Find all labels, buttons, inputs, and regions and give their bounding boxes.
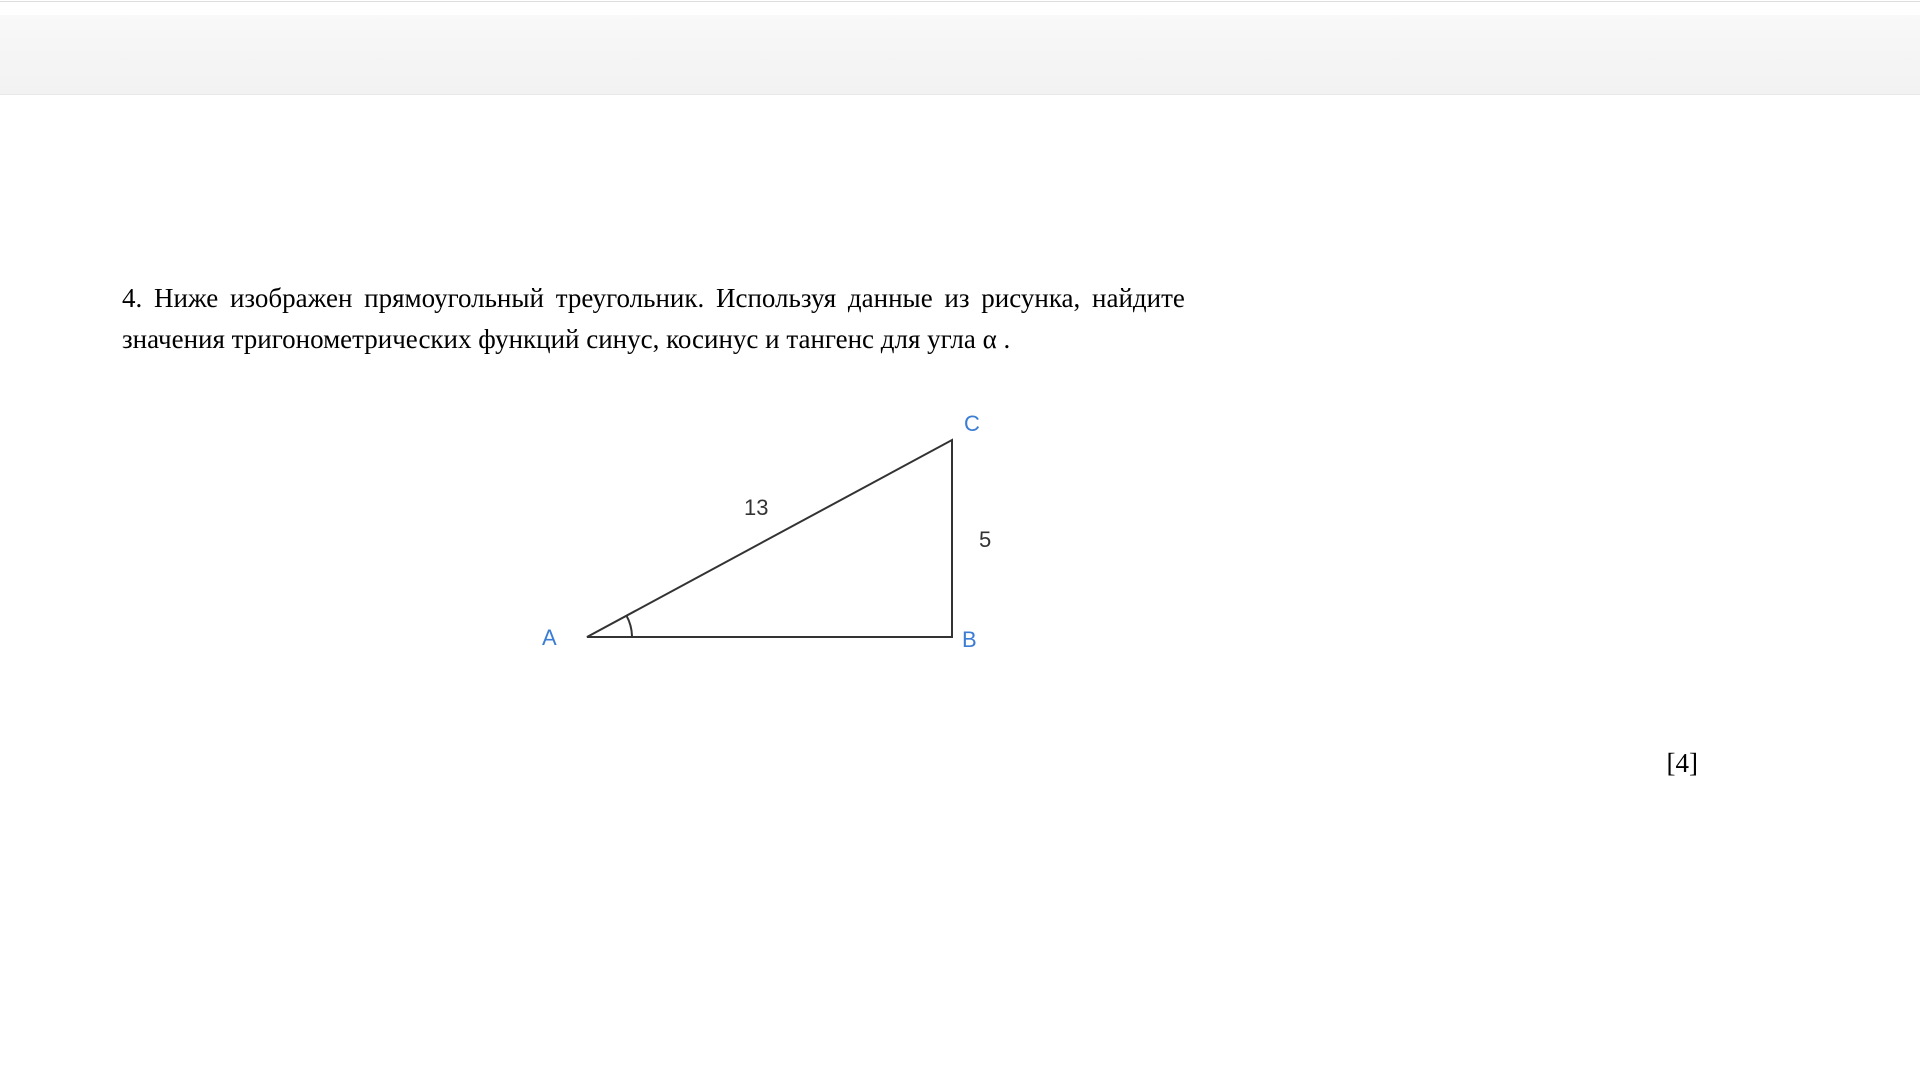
header-band xyxy=(0,15,1920,95)
vertex-c-label: C xyxy=(964,411,980,436)
question-number: 4. xyxy=(122,283,142,313)
question-line1: Ниже изображен прямоугольный треугольник… xyxy=(154,283,1185,313)
vertex-a-label: A xyxy=(542,625,557,650)
question-block: 4. Ниже изображен прямоугольный треуголь… xyxy=(122,278,1352,359)
side-bc-label: 5 xyxy=(979,527,991,552)
question-line2: значения тригонометрических функций сину… xyxy=(122,324,1010,354)
triangle-diagram: A B C 13 5 xyxy=(482,395,982,680)
triangle-shape xyxy=(587,440,952,637)
question-text: 4. Ниже изображен прямоугольный треуголь… xyxy=(122,278,1352,359)
vertex-b-label: B xyxy=(962,627,977,652)
angle-arc xyxy=(627,616,633,637)
score-label: [4] xyxy=(1667,748,1698,779)
side-ac-label: 13 xyxy=(744,495,768,520)
